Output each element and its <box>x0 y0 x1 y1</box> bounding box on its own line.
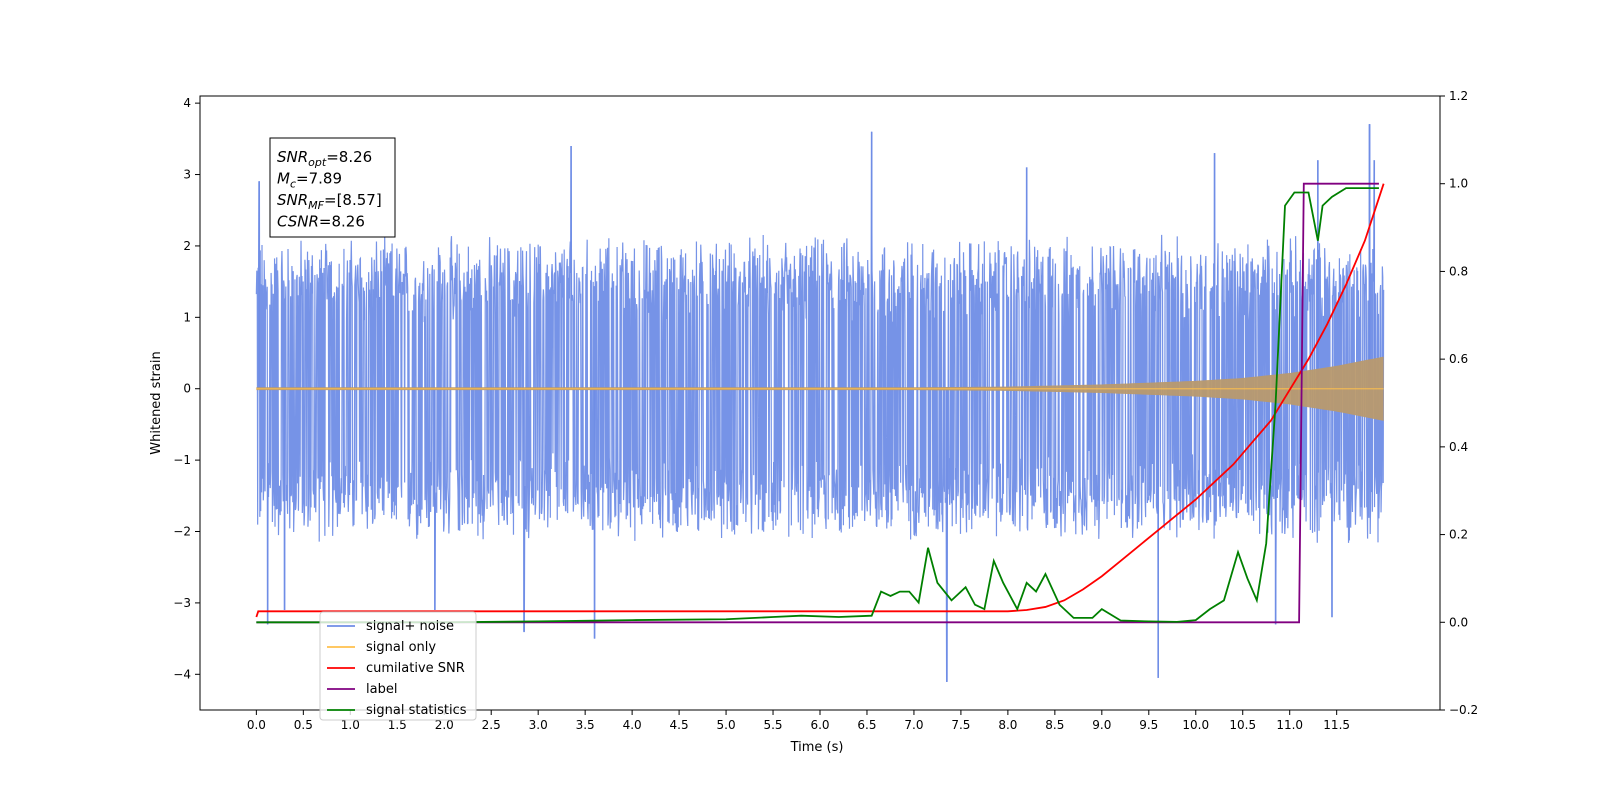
x-tick-label: 10.5 <box>1229 718 1256 732</box>
x-tick-label: 3.0 <box>529 718 548 732</box>
x-tick-label: 8.0 <box>998 718 1017 732</box>
x-axis-label: Time (s) <box>790 740 844 755</box>
x-tick-label: 9.0 <box>1092 718 1111 732</box>
x-tick-label: 7.0 <box>904 718 923 732</box>
annotation-line: CSNR=8.26 <box>277 213 365 231</box>
x-tick-label: 4.5 <box>670 718 689 732</box>
x-tick-label: 0.0 <box>247 718 266 732</box>
series-signal-statistics-line <box>256 187 1379 624</box>
x-tick-label: 8.5 <box>1045 718 1064 732</box>
x-tick-label: 4.0 <box>623 718 642 732</box>
x-tick-label: 11.0 <box>1276 718 1303 732</box>
series-signal-noise-line <box>255 123 1385 683</box>
annotation-line: Mc=7.89 <box>277 170 342 191</box>
x-tick-label: 5.5 <box>763 718 782 732</box>
x-tick-label: 6.0 <box>810 718 829 732</box>
y2-tick-label: 0.4 <box>1449 440 1468 454</box>
x-tick-label: 11.5 <box>1323 718 1350 732</box>
y2-tick-label: 0.2 <box>1449 528 1468 542</box>
legend-label: signal+ noise <box>366 619 454 634</box>
y2-axis-ticks: −0.2 0.0 0.2 0.4 0.6 0.8 1.0 1.2 <box>1440 89 1478 717</box>
series-group <box>255 123 1385 683</box>
x-axis-ticks: 0.0 0.5 1.0 1.5 2.0 2.5 3.0 3.5 4.0 4.5 5.0 5.5 6.0 6… <box>247 710 1350 732</box>
y2-tick-label: 0.6 <box>1449 352 1468 366</box>
y2-tick-label: 0.8 <box>1449 264 1468 278</box>
x-tick-label: 7.5 <box>951 718 970 732</box>
series-cumulative-snr-line <box>255 183 1385 618</box>
y-tick-label: 3 <box>183 168 191 182</box>
y2-tick-label: −0.2 <box>1449 703 1478 717</box>
legend: signal+ noise signal only cumilative SNR la… <box>319 611 477 721</box>
x-tick-label: 6.5 <box>857 718 876 732</box>
y-tick-label: 2 <box>183 239 191 253</box>
y-tick-label: 1 <box>183 310 191 324</box>
legend-label: signal statistics <box>366 703 467 718</box>
x-tick-label: 1.0 <box>341 718 360 732</box>
x-tick-label: 3.5 <box>576 718 595 732</box>
y2-tick-label: 0.0 <box>1449 615 1468 629</box>
x-tick-label: 2.5 <box>482 718 501 732</box>
y-tick-label: −3 <box>173 596 191 610</box>
y-tick-label: 4 <box>183 96 191 110</box>
y-axis-ticks: −4 −3 −2 −1 0 1 2 3 4 <box>173 96 200 681</box>
x-tick-label: 5.0 <box>717 718 736 732</box>
y2-tick-label: 1.0 <box>1449 177 1468 191</box>
plot-area <box>255 123 1385 683</box>
legend-label: cumilative SNR <box>366 661 465 676</box>
y-tick-label: −1 <box>173 453 191 467</box>
noise-peaks <box>258 124 1376 682</box>
x-tick-label: 1.5 <box>388 718 407 732</box>
y2-tick-label: 1.2 <box>1449 89 1468 103</box>
y-tick-label: 0 <box>183 382 191 396</box>
y-tick-label: −2 <box>173 525 191 539</box>
legend-label: signal only <box>366 640 436 655</box>
x-tick-label: 0.5 <box>294 718 313 732</box>
x-tick-label: 10.0 <box>1182 718 1209 732</box>
legend-label: label <box>366 682 397 697</box>
x-tick-label: 9.5 <box>1139 718 1158 732</box>
annotation-line: SNRMF=[8.57] <box>277 191 382 212</box>
y-tick-label: −4 <box>173 667 191 681</box>
annotation-line: SNRopt=8.26 <box>277 148 372 169</box>
x-tick-label: 2.0 <box>435 718 454 732</box>
series-label-line <box>256 182 1379 624</box>
y-axis-label: Whitened strain <box>149 351 164 454</box>
